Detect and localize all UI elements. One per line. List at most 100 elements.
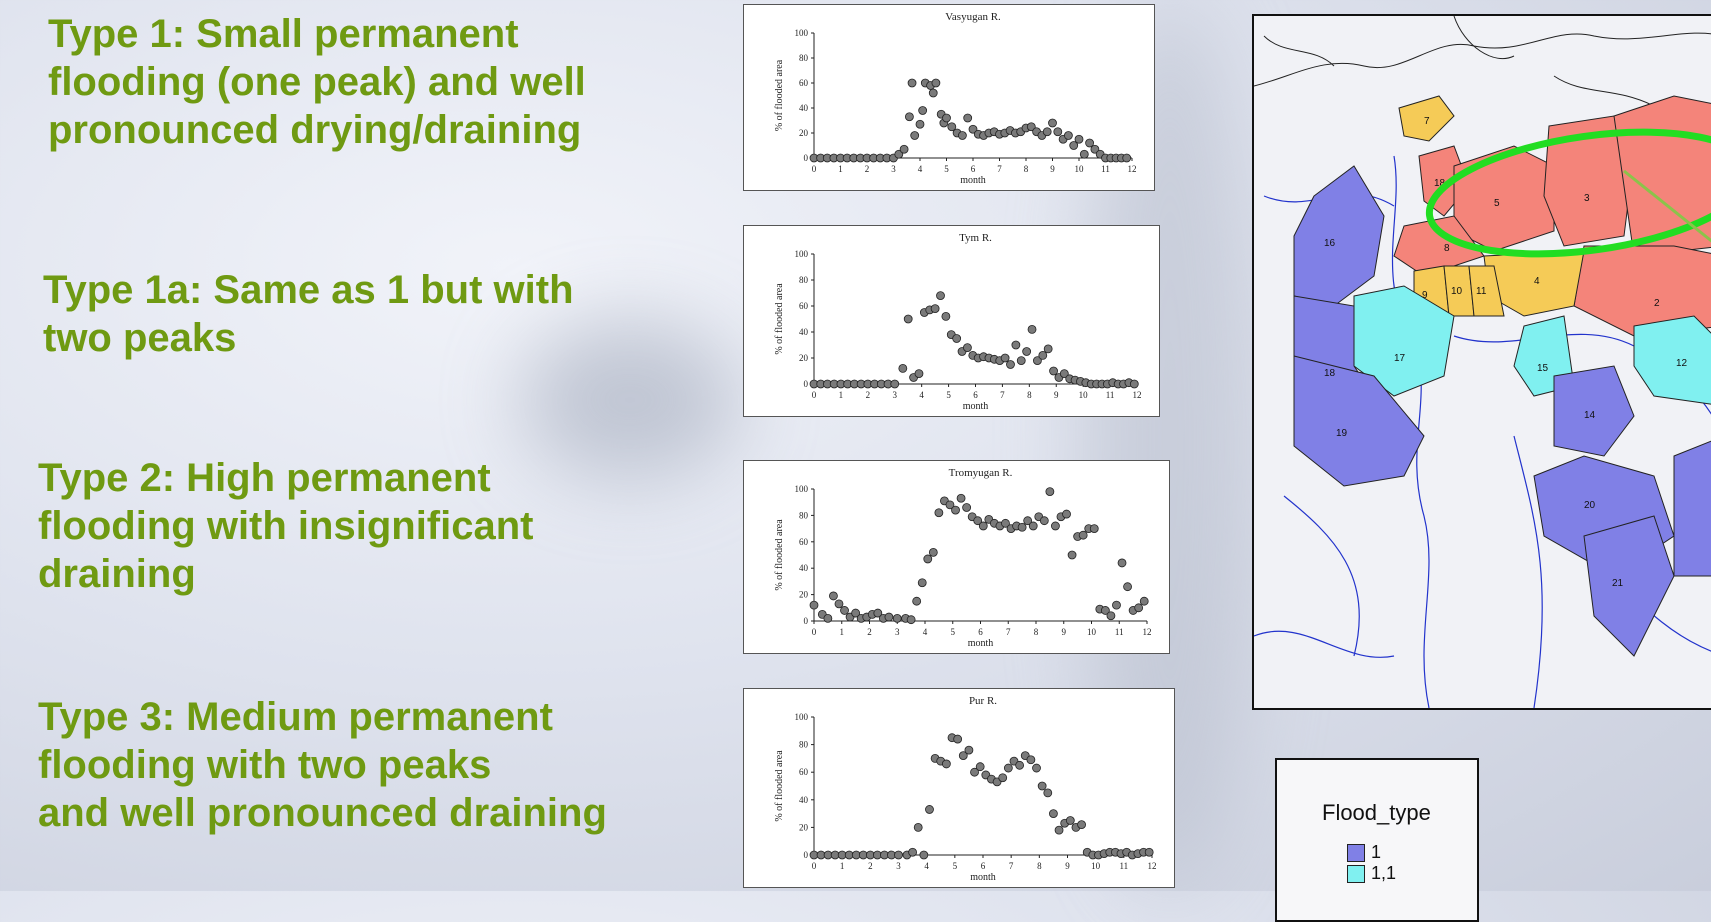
y-tick-label: 100 xyxy=(795,28,809,38)
data-point xyxy=(1059,369,1069,379)
data-point xyxy=(1074,134,1084,144)
data-point xyxy=(1129,379,1139,389)
label-20: 20 xyxy=(1584,500,1596,511)
x-tick-label: 2 xyxy=(867,627,872,637)
x-tick-label: 1 xyxy=(838,164,843,174)
data-point xyxy=(928,88,938,98)
x-tick-label: 5 xyxy=(944,164,949,174)
y-tick-label: 40 xyxy=(799,795,809,805)
data-point xyxy=(809,600,819,610)
legend-swatch-11 xyxy=(1347,864,1365,883)
x-axis-label: month xyxy=(968,638,994,649)
legend-label-11: 1,1 xyxy=(1371,863,1397,883)
data-point xyxy=(912,596,922,606)
y-tick-label: 0 xyxy=(804,850,809,860)
y-tick-label: 60 xyxy=(799,78,809,88)
chart-title: Tym R. xyxy=(959,232,992,244)
x-tick-label: 5 xyxy=(953,861,958,871)
basin-east xyxy=(1673,440,1711,577)
y-tick-label: 20 xyxy=(799,822,809,832)
data-point xyxy=(1112,600,1121,610)
y-tick-label: 60 xyxy=(799,537,809,547)
y-tick-label: 0 xyxy=(804,616,809,626)
x-tick-label: 5 xyxy=(951,627,956,637)
data-point xyxy=(1027,325,1037,334)
data-point xyxy=(840,606,849,615)
label-4: 4 xyxy=(1534,276,1540,287)
data-point xyxy=(829,591,838,601)
data-point xyxy=(1043,344,1053,354)
x-tick-label: 3 xyxy=(895,627,900,637)
basin-12 xyxy=(1633,315,1711,405)
x-tick-label: 0 xyxy=(812,164,817,174)
data-point xyxy=(978,521,988,531)
y-tick-label: 80 xyxy=(799,275,809,285)
data-point xyxy=(898,363,908,373)
x-tick-label: 1 xyxy=(840,861,845,871)
y-tick-label: 100 xyxy=(795,712,809,722)
highlight-ellipse xyxy=(1425,128,1711,258)
x-tick-label: 5 xyxy=(946,390,951,400)
x-tick-label: 1 xyxy=(839,390,844,400)
data-point xyxy=(834,599,844,609)
data-point xyxy=(936,291,945,300)
data-point xyxy=(963,343,972,352)
x-tick-label: 2 xyxy=(866,390,871,400)
x-tick-label: 3 xyxy=(891,164,896,174)
x-tick-label: 10 xyxy=(1075,164,1085,174)
label-3: 3 xyxy=(1584,193,1590,204)
data-point xyxy=(918,106,928,115)
type-1a-description: Type 1a: Same as 1 but with two peaks xyxy=(43,268,574,360)
y-tick-label: 40 xyxy=(799,103,809,113)
label-14: 14 xyxy=(1584,410,1596,421)
data-point xyxy=(1028,521,1038,531)
x-tick-label: 0 xyxy=(812,627,817,637)
data-point xyxy=(1016,356,1026,366)
legend-swatch-1 xyxy=(1347,843,1365,862)
data-point xyxy=(1144,847,1154,857)
y-tick-label: 60 xyxy=(799,767,809,777)
data-point xyxy=(1067,550,1077,560)
y-tick-label: 40 xyxy=(799,327,809,337)
data-point xyxy=(1022,347,1032,356)
data-point xyxy=(904,112,914,122)
basin-19 xyxy=(1293,355,1425,487)
data-point xyxy=(915,119,925,129)
x-tick-label: 12 xyxy=(1148,861,1157,871)
x-tick-label: 3 xyxy=(896,861,901,871)
x-tick-label: 4 xyxy=(918,164,923,174)
data-point xyxy=(962,503,972,512)
highlight-pointer xyxy=(1623,169,1711,243)
x-tick-label: 3 xyxy=(893,390,898,400)
x-tick-label: 8 xyxy=(1027,390,1032,400)
label-2: 2 xyxy=(1654,298,1660,309)
data-point xyxy=(941,759,951,769)
data-point xyxy=(963,113,973,123)
data-point xyxy=(1049,809,1058,818)
data-point xyxy=(914,369,924,379)
x-tick-label: 9 xyxy=(1062,627,1067,637)
y-tick-label: 0 xyxy=(804,379,809,389)
data-point xyxy=(925,805,934,814)
tym-chart: Tym R. 0 20 40 60 80 100 0 1 2 3 4 5 6 7 8 9 10 11 12 month%… xyxy=(743,225,1160,417)
x-tick-label: 11 xyxy=(1115,627,1124,637)
data-point xyxy=(1085,138,1095,148)
data-point xyxy=(1069,141,1079,150)
x-tick-label: 10 xyxy=(1087,627,1097,637)
data-point xyxy=(1079,149,1089,159)
data-point xyxy=(1139,596,1149,606)
flood-type-map: 7 18 5 3 8 4 9 10 11 2 16 17 18 19 15 12… xyxy=(1252,14,1711,710)
data-point xyxy=(941,312,951,321)
label-15: 15 xyxy=(1537,363,1549,374)
x-tick-label: 11 xyxy=(1119,861,1128,871)
y-tick-label: 40 xyxy=(799,563,809,573)
label-16: 16 xyxy=(1324,238,1336,249)
x-tick-label: 2 xyxy=(868,861,873,871)
data-point xyxy=(1006,360,1015,369)
data-point xyxy=(1017,522,1027,532)
x-tick-label: 0 xyxy=(812,861,817,871)
pur-chart: Pur R. 0 20 40 60 80 100 0 1 2 3 4 5 6 7 8 9 10 11 12 month%… xyxy=(743,688,1175,888)
label-11: 11 xyxy=(1476,286,1487,297)
data-point xyxy=(928,547,938,557)
x-tick-label: 1 xyxy=(840,627,845,637)
